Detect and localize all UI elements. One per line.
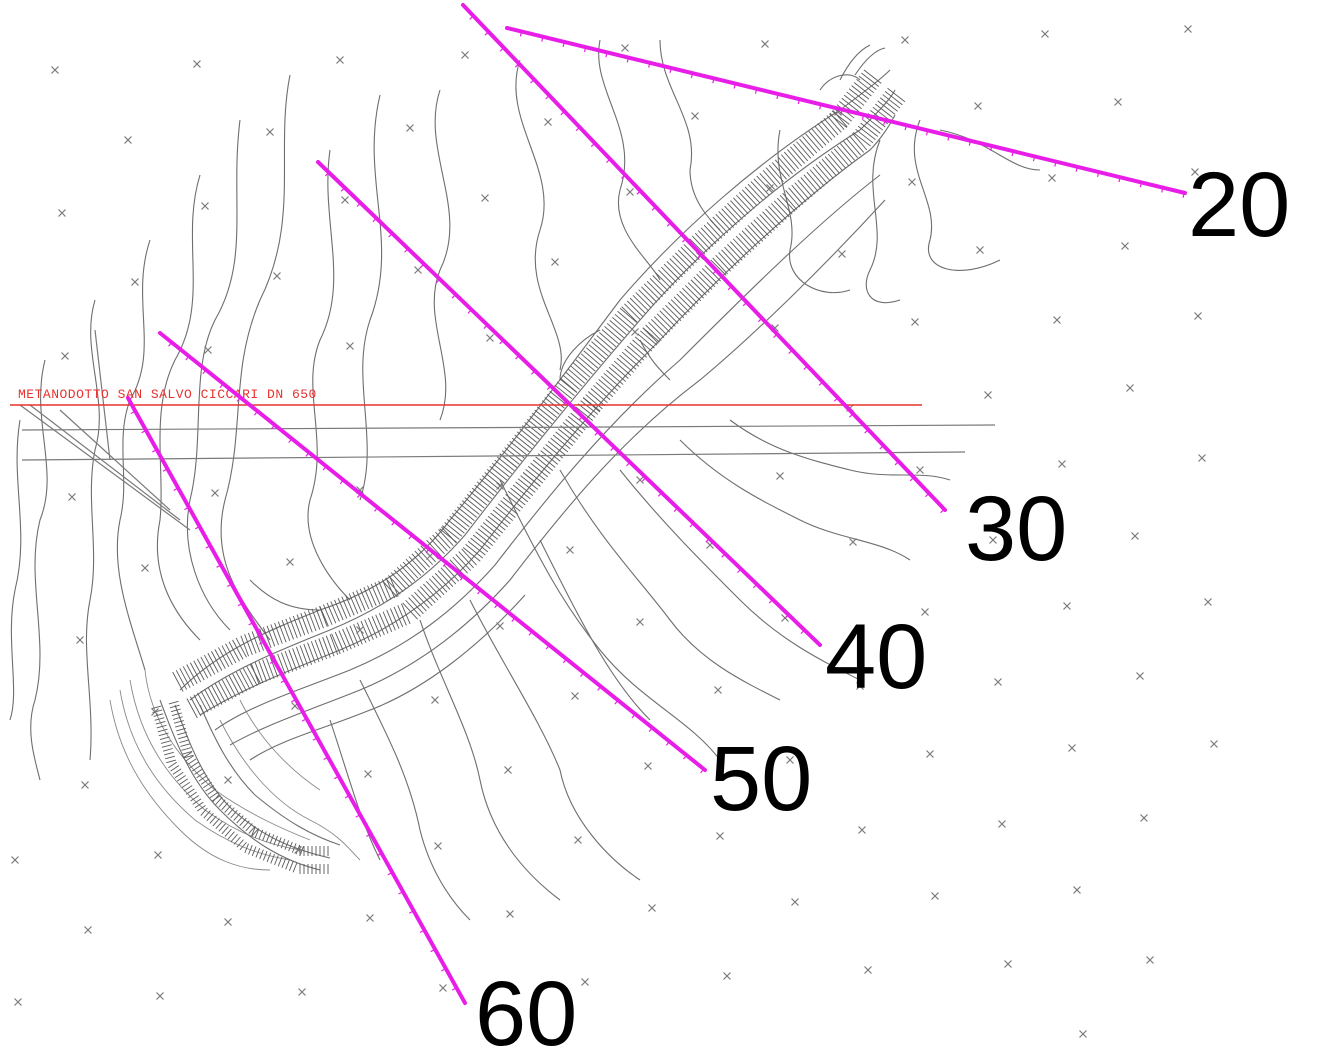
spot-elevation-marks: [11, 25, 1218, 1038]
section-line-60: [126, 396, 467, 1005]
contour-lines: [9, 39, 1041, 921]
section-label-20: 20: [1188, 154, 1290, 256]
section-ticks: [130, 15, 1185, 991]
pipeline-label: METANODOTTO SAN SALVO CICCARI DN 650: [18, 387, 317, 402]
road-lines: [19, 329, 996, 531]
gas-pipeline: METANODOTTO SAN SALVO CICCARI DN 650: [10, 387, 922, 406]
section-line-50: [158, 331, 707, 772]
section-label-40: 40: [825, 606, 927, 708]
section-line-20: [505, 26, 1187, 195]
section-label-60: 60: [475, 963, 577, 1055]
section-label-50: 50: [710, 728, 812, 830]
section-label-30: 30: [965, 478, 1067, 580]
cross-section-lines: [126, 3, 1187, 1005]
section-line-40: [316, 160, 822, 647]
section-labels: 20 30 40 50 60: [475, 154, 1290, 1055]
section-line-30: [461, 3, 947, 512]
